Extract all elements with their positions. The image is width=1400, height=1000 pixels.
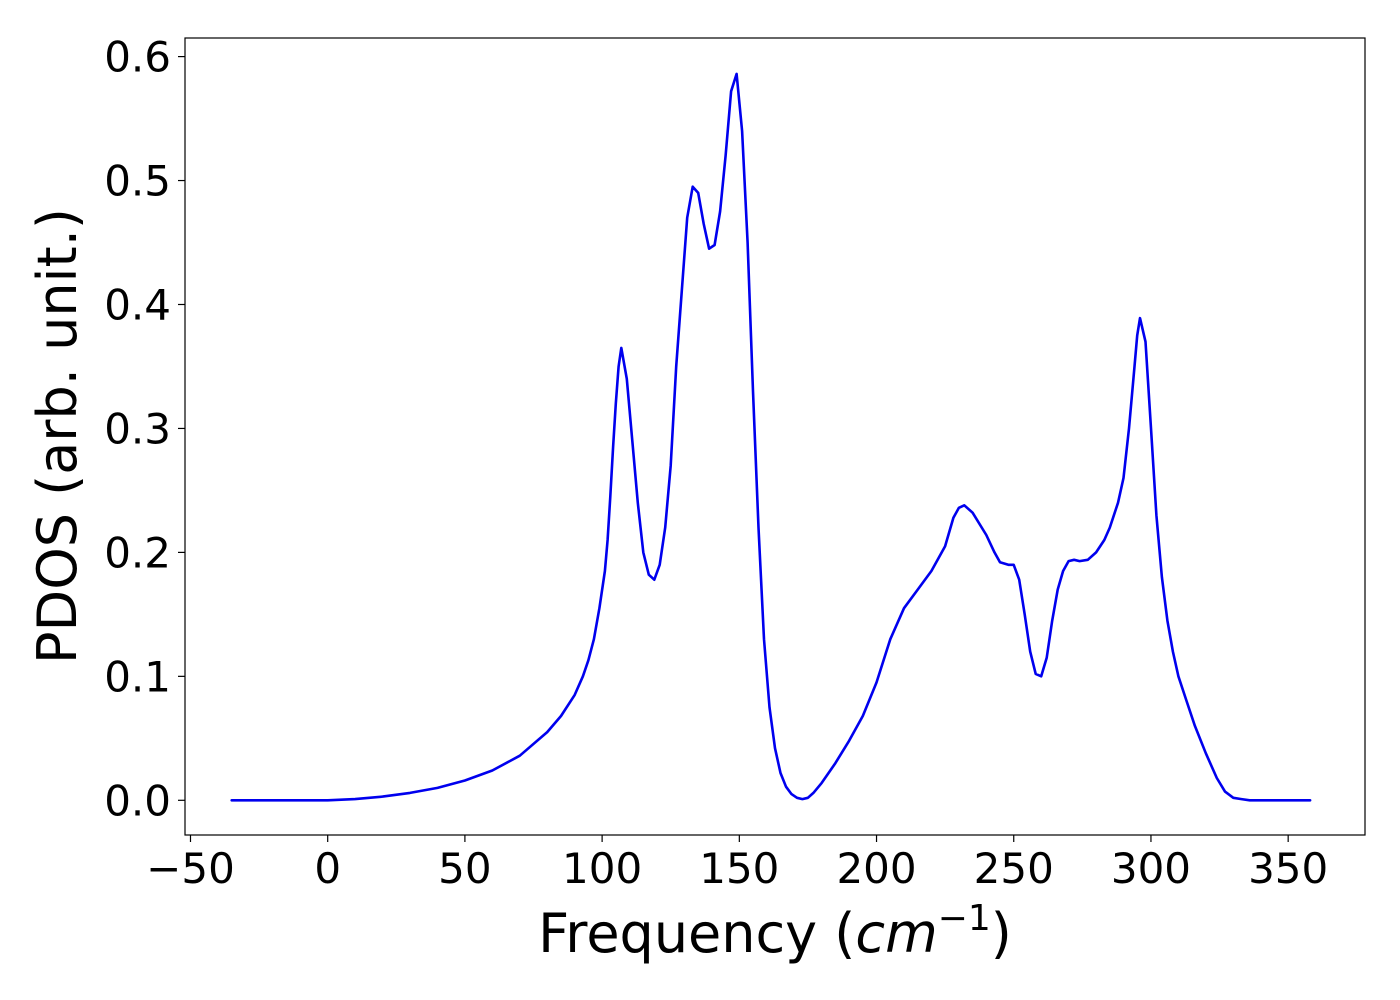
y-tick-label: 0.0 xyxy=(104,776,171,825)
plot-background xyxy=(185,38,1365,835)
x-axis-label-close-paren: ) xyxy=(991,902,1012,965)
plot-frame xyxy=(184,37,1366,836)
x-tick-label: 0 xyxy=(314,844,341,893)
x-tick-label: 350 xyxy=(1248,844,1328,893)
x-tick-label: 50 xyxy=(438,844,491,893)
pdos-series-line xyxy=(230,72,1312,802)
x-axis-label-unit: cm xyxy=(855,902,937,965)
x-axis-label-open-paren: ( xyxy=(817,902,855,965)
x-axis-label-text: Frequency xyxy=(538,902,817,965)
y-tick-label: 0.2 xyxy=(104,528,171,577)
x-axis-ticks: −50 0 50 100 150 200 250 300 350 xyxy=(146,835,1328,893)
y-tick-label: 0.1 xyxy=(104,652,171,701)
series-layer xyxy=(230,72,1312,802)
y-tick-label: 0.6 xyxy=(104,33,171,82)
x-tick-label: 200 xyxy=(836,844,916,893)
y-axis-ticks: 0.0 0.1 0.2 0.3 0.4 0.5 0.6 xyxy=(104,33,185,825)
x-tick-label: 100 xyxy=(562,844,642,893)
y-tick-label: 0.4 xyxy=(104,280,171,329)
x-tick-label: 300 xyxy=(1111,844,1191,893)
x-tick-label: 250 xyxy=(974,844,1054,893)
y-tick-label: 0.3 xyxy=(104,404,171,453)
x-axis-label-exponent: −1 xyxy=(938,898,991,939)
x-axis-label: Frequency (cm−1) xyxy=(538,898,1012,965)
y-tick-label: 0.5 xyxy=(104,157,171,206)
x-tick-label: −50 xyxy=(146,844,235,893)
x-tick-label: 150 xyxy=(699,844,779,893)
y-axis-label: PDOS (arb. unit.) xyxy=(26,208,89,664)
